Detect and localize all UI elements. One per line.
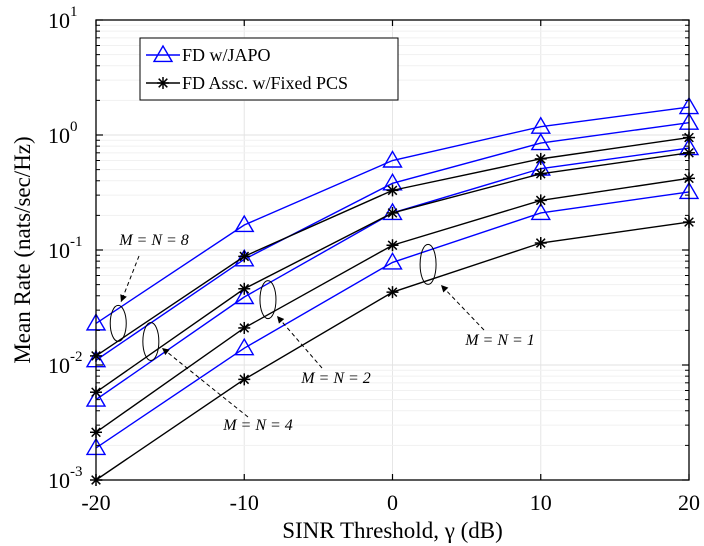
annotation-arrow-head <box>277 316 285 324</box>
annotation-1: M = N = 1 <box>419 243 535 349</box>
x-tick-label: -10 <box>230 490 259 515</box>
x-axis-title: SINR Threshold, γ (dB) <box>282 518 503 543</box>
data-point-asterisk <box>238 282 251 295</box>
data-point-asterisk <box>386 239 399 252</box>
y-tick-label-exponent: 1 <box>70 4 78 20</box>
x-tick-label: 10 <box>530 490 552 515</box>
legend-label: FD w/JAPO <box>182 45 271 65</box>
data-point-asterisk <box>534 167 547 180</box>
x-tick-label: -20 <box>81 490 110 515</box>
annotation-4: M = N = 4 <box>142 322 293 434</box>
annotation-2: M = N = 2 <box>259 280 371 387</box>
y-tick-label: 10 -1 <box>48 234 83 263</box>
x-tick-label: 20 <box>678 490 700 515</box>
annotation-ellipse <box>259 280 277 320</box>
series-japo-1 <box>85 181 700 456</box>
annotation-arrow-line <box>276 315 323 369</box>
annotation-arrow-head <box>162 348 170 356</box>
data-point-asterisk <box>534 194 547 207</box>
annotation-label: M = N = 8 <box>118 232 189 249</box>
y-tick-label-exponent: 0 <box>70 119 78 135</box>
y-tick-label-base: 10 <box>48 123 70 148</box>
series-line <box>95 121 690 361</box>
annotation-label: M = N = 1 <box>464 332 535 349</box>
y-tick-label: 10 -2 <box>48 349 83 378</box>
annotation-arrow-head <box>120 294 127 302</box>
series-fixed-pcs-1 <box>90 216 695 486</box>
legend-marker-triangle <box>152 44 174 63</box>
y-tick-label: 10 0 <box>48 119 78 148</box>
annotation-arrow-line <box>440 284 485 331</box>
data-point-asterisk <box>386 184 399 197</box>
annotation-layer: M = N = 8 M = N = 4 M = N = 2 M = N = 1 <box>109 232 535 434</box>
y-tick-label: 10 -3 <box>48 464 83 493</box>
y-tick-label-base: 10 <box>48 8 70 33</box>
annotation-arrow-line <box>161 347 249 418</box>
data-point-asterisk <box>534 152 547 165</box>
annotation-8: M = N = 8 <box>109 232 189 342</box>
annotation-ellipse <box>419 243 437 285</box>
data-point-asterisk <box>386 286 399 299</box>
data-point-triangle <box>382 150 403 168</box>
annotation-ellipse <box>109 304 127 342</box>
data-point-asterisk <box>386 206 399 219</box>
legend-item: FD Assc. w/Fixed PCS <box>146 73 348 93</box>
y-tick-label-base: 10 <box>48 238 70 263</box>
y-tick-label-exponent: -2 <box>70 349 83 365</box>
series-line <box>95 191 690 449</box>
annotation-label: M = N = 2 <box>300 370 371 387</box>
annotation-arrow-line <box>120 255 140 303</box>
y-tick-label-exponent: -3 <box>70 464 83 480</box>
series-line <box>95 106 690 324</box>
x-tick-label: 0 <box>387 490 398 515</box>
annotation-ellipse <box>142 322 160 362</box>
legend-item: FD w/JAPO <box>146 44 271 65</box>
data-point-asterisk <box>238 373 251 386</box>
y-tick-label-exponent: -1 <box>70 234 83 250</box>
series-layer <box>85 96 700 486</box>
legend-label: FD Assc. w/Fixed PCS <box>182 73 348 93</box>
annotation-label: M = N = 4 <box>222 417 293 434</box>
data-point-triangle <box>530 202 551 221</box>
data-point-asterisk <box>534 237 547 250</box>
data-point-triangle <box>530 132 551 151</box>
data-point-asterisk <box>238 250 251 263</box>
y-tick-label-base: 10 <box>48 468 70 493</box>
y-tick-label-base: 10 <box>48 353 70 378</box>
annotation-arrow-head <box>441 285 449 293</box>
legend-box <box>139 37 399 101</box>
y-tick-label: 10 1 <box>48 4 78 33</box>
data-point-triangle <box>234 286 255 305</box>
legend-marker-asterisk <box>157 77 169 89</box>
data-point-asterisk <box>238 321 251 334</box>
data-point-triangle <box>382 252 403 270</box>
legend: FD w/JAPO FD Assc. w/Fixed PCS <box>139 37 399 101</box>
y-axis-title: Mean Rate (nats/sec/Hz) <box>10 136 35 363</box>
data-point-triangle <box>234 248 255 267</box>
data-point-triangle <box>234 337 255 356</box>
data-point-triangle <box>234 214 255 233</box>
